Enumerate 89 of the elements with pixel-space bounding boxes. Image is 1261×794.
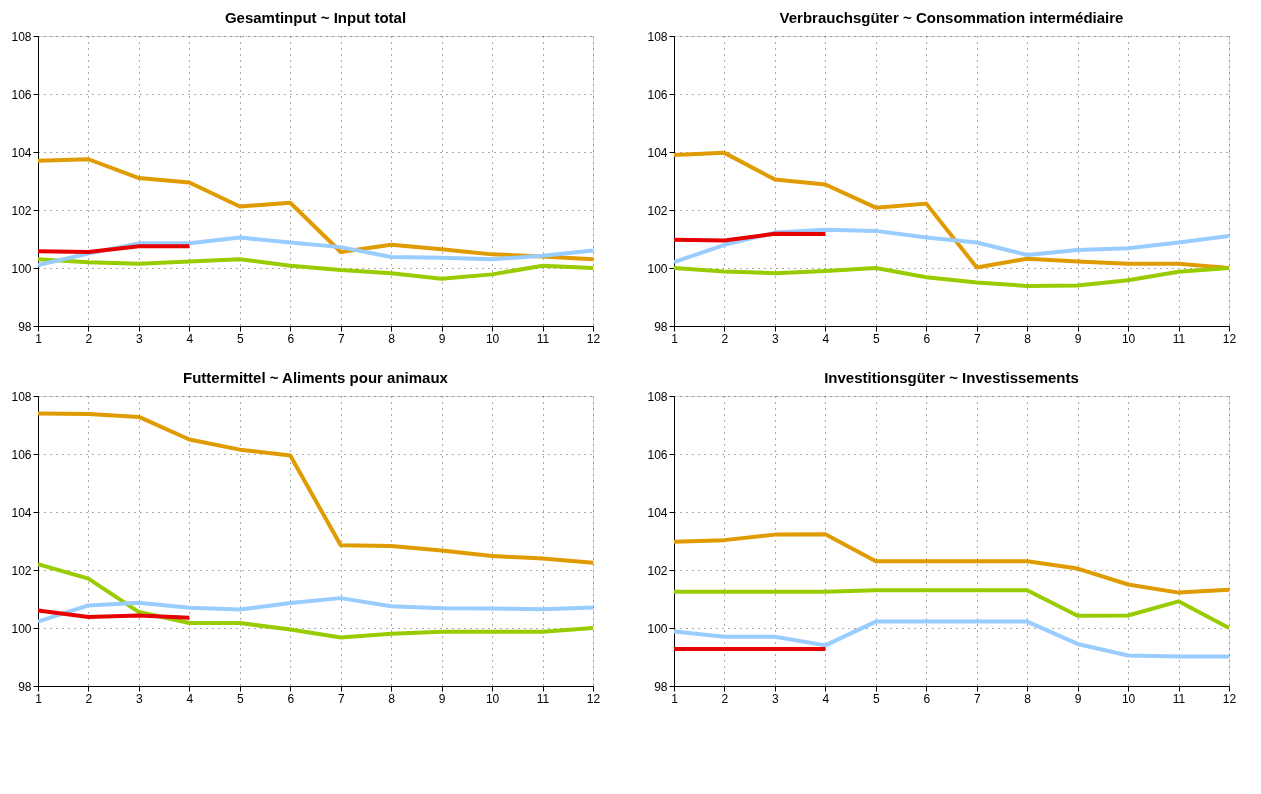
x-tick-label: 1 [35,331,43,346]
line-series [674,266,1229,288]
y-tick-label: 104 [11,505,32,520]
x-tick-label: 1 [35,691,43,706]
x-tick-label: 4 [186,691,194,706]
x-tick-label: 5 [872,691,880,706]
line-series [38,157,593,262]
line-series [674,588,1229,630]
y-tick-label: 98 [18,319,32,334]
x-tick-label: 8 [1024,331,1032,346]
x-tick-label: 7 [337,691,345,706]
y-tick-label: 104 [11,145,32,160]
x-tick-label: 5 [236,331,244,346]
line-series [38,596,593,624]
line-series [38,608,192,620]
y-tick-label: 108 [11,389,32,404]
line-series [674,227,1229,265]
x-tick-label: 6 [287,691,295,706]
x-tick-label: 4 [186,331,194,346]
x-tick-label: 3 [136,691,144,706]
x-tick-label: 11 [1172,331,1186,346]
y-tick-label: 108 [11,29,32,44]
x-tick-label: 1 [671,331,679,346]
y-tick-label: 106 [647,447,668,462]
y-tick-label: 100 [11,261,32,276]
x-tick-label: 5 [872,331,880,346]
y-tick-label: 102 [11,563,32,578]
y-tick-label: 102 [11,203,32,218]
chart-title: Investitionsgüter ~ Investissements [824,369,1079,386]
x-tick-label: 4 [822,691,830,706]
line-series [674,619,1229,659]
x-tick-label: 8 [1024,691,1032,706]
x-tick-label: 10 [1121,331,1136,346]
y-tick-label: 98 [18,679,32,694]
line-series [674,231,828,243]
x-tick-label: 6 [287,331,295,346]
y-tick-label: 106 [11,447,32,462]
x-tick-label: 2 [85,331,93,346]
x-tick-label: 1 [671,691,679,706]
x-tick-label: 12 [1222,691,1237,706]
chart-title: Gesamtinput ~ Input total [224,9,407,26]
y-tick-label: 104 [647,505,668,520]
line-series [38,562,593,640]
line-series [38,235,593,268]
x-tick-label: 3 [772,691,780,706]
x-tick-label: 2 [721,691,729,706]
y-tick-label: 98 [654,679,668,694]
x-tick-label: 9 [1074,331,1082,346]
chart-title: Futtermittel ~ Aliments pour animaux [183,369,449,386]
x-tick-label: 9 [1074,691,1082,706]
y-tick-label: 108 [647,29,668,44]
chart-title: Verbrauchsgüter ~ Consommation intermédiaire [779,9,1124,26]
x-tick-label: 12 [1222,331,1237,346]
x-tick-label: 9 [438,691,446,706]
y-tick-label: 106 [11,87,32,102]
x-tick-label: 6 [923,691,931,706]
x-tick-label: 3 [136,331,144,346]
y-tick-label: 102 [647,563,668,578]
x-tick-label: 3 [772,331,780,346]
x-tick-label: 10 [485,331,500,346]
y-tick-label: 108 [647,389,668,404]
x-tick-label: 9 [438,331,446,346]
x-tick-label: 10 [1121,691,1136,706]
line-series [674,532,1229,595]
y-tick-label: 98 [654,319,668,334]
line-series [38,257,593,281]
x-tick-label: 8 [388,691,396,706]
y-tick-label: 106 [647,87,668,102]
y-tick-label: 104 [647,145,668,160]
x-tick-label: 12 [586,331,601,346]
x-tick-label: 7 [973,691,981,706]
x-tick-label: 11 [536,331,550,346]
x-tick-label: 11 [536,691,550,706]
x-tick-label: 6 [923,331,931,346]
x-tick-label: 10 [485,691,500,706]
y-tick-label: 100 [11,621,32,636]
x-tick-label: 8 [388,331,396,346]
y-tick-label: 100 [647,261,668,276]
y-tick-label: 100 [647,621,668,636]
x-tick-label: 7 [337,331,345,346]
line-series [38,411,593,565]
x-tick-label: 5 [236,691,244,706]
x-tick-label: 12 [586,691,601,706]
x-tick-label: 11 [1172,691,1186,706]
x-tick-label: 2 [85,691,93,706]
x-tick-label: 7 [973,331,981,346]
x-tick-label: 2 [721,331,729,346]
y-tick-label: 102 [647,203,668,218]
x-tick-label: 4 [822,331,830,346]
